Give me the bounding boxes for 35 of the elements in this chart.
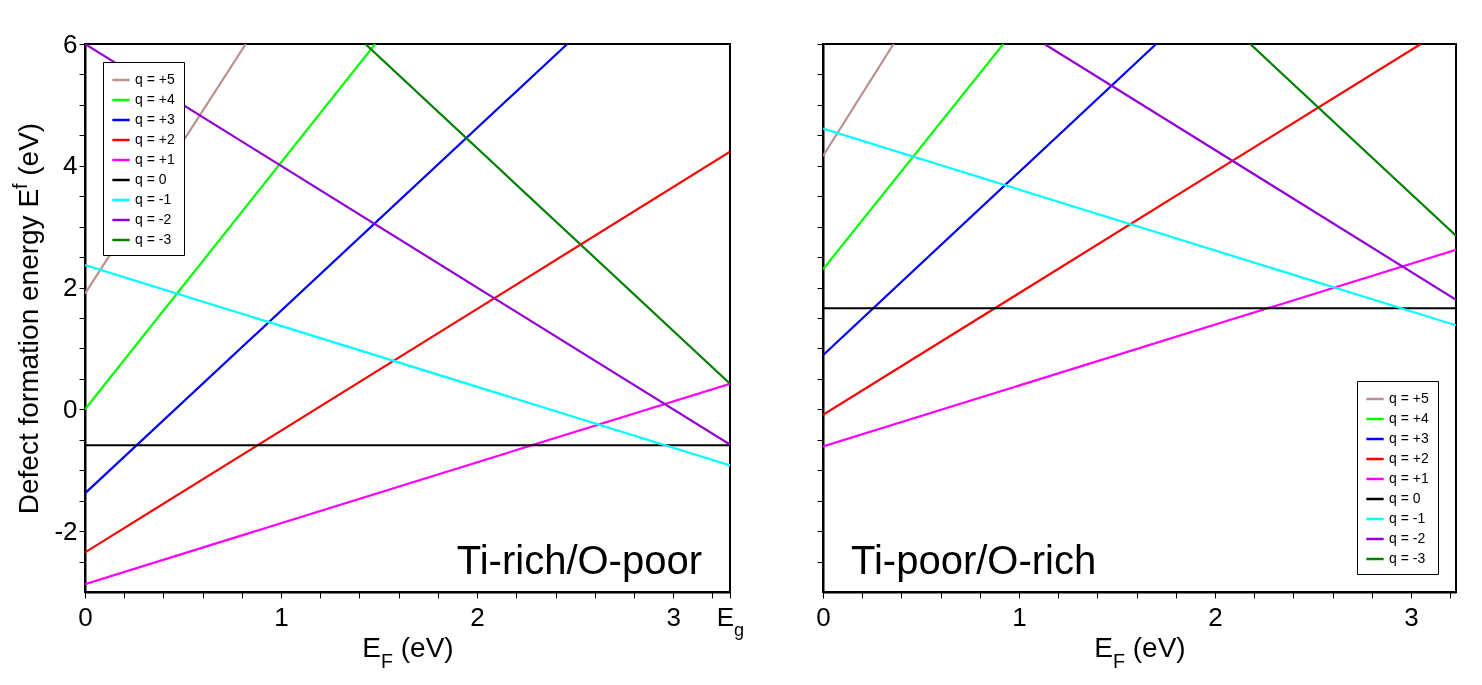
legend-label: q = -3 [1389, 550, 1426, 566]
legend-label: q = +3 [135, 111, 175, 127]
x-tick-label: 0 [816, 601, 831, 632]
legend-label: q = +2 [135, 131, 175, 147]
legend-label: q = +5 [1389, 390, 1429, 406]
y-tick-label: 6 [63, 28, 78, 59]
legend-label: q = +3 [1389, 430, 1429, 446]
x-tick-label: E$_{g}$ [716, 601, 745, 640]
legend-label: q = +1 [135, 151, 175, 167]
legend-label: q = +4 [135, 91, 175, 107]
legend-label: q = +2 [1389, 450, 1429, 466]
y-tick-label: -2 [54, 515, 78, 546]
x-tick-label: 3 [1404, 601, 1419, 632]
y-tick-label: 4 [63, 150, 78, 181]
legend-label: q = -1 [1389, 510, 1426, 526]
legend-label: q = +1 [1389, 470, 1429, 486]
x-tick-label: 2 [1208, 601, 1223, 632]
legend-label: q = -2 [1389, 530, 1426, 546]
legend-label: q = +4 [1389, 410, 1429, 426]
x-axis-title: E$_{F}$ (eV) [1094, 631, 1186, 672]
legend-label: q = -3 [135, 231, 172, 247]
x-tick-label: 1 [274, 601, 289, 632]
legend-label: q = 0 [135, 171, 167, 187]
legend-label: q = -2 [135, 211, 172, 227]
x-axis-title: E$_{F}$ (eV) [362, 631, 454, 672]
legend-label: q = 0 [1389, 490, 1421, 506]
y-tick-label: 0 [63, 393, 78, 424]
x-tick-label: 2 [470, 601, 485, 632]
legend-label: q = -1 [135, 191, 172, 207]
x-tick-label: 3 [666, 601, 681, 632]
annotation: Ti-rich/O-poor [456, 538, 702, 582]
legend-label: q = +5 [135, 71, 175, 87]
annotation: Ti-poor/O-rich [851, 538, 1097, 582]
x-tick-label: 1 [1012, 601, 1027, 632]
y-tick-label: 2 [63, 272, 78, 303]
